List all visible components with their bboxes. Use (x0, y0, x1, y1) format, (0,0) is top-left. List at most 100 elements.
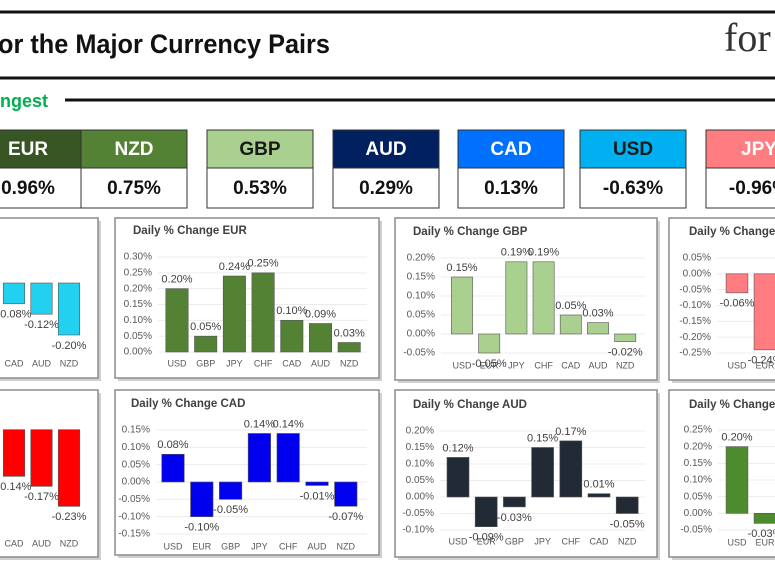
value-label: 0.12% (442, 442, 473, 454)
currency-value-box (705, 167, 775, 209)
category-label: USD (167, 358, 187, 368)
y-tick-label: 0.05% (684, 491, 712, 502)
category-label: CAD (561, 360, 581, 370)
category-label: JPY (226, 358, 243, 368)
bar (57, 429, 81, 507)
y-tick-label: -0.10% (118, 511, 150, 522)
y-tick-label: 0.10% (406, 459, 434, 470)
category-label: EUR (192, 541, 212, 551)
bar (725, 446, 749, 514)
category-label: NZD (616, 360, 635, 370)
category-label: NZD (60, 358, 79, 368)
category-label: EUR (480, 360, 500, 370)
category-label: CAD (4, 538, 24, 548)
category-label: USD (452, 360, 472, 370)
y-tick-label: 0.00% (406, 492, 434, 503)
value-label: -0.17% (24, 491, 59, 503)
currency-name: CAD (490, 139, 531, 160)
currency-change: -0.63% (603, 178, 663, 199)
value-label: -0.24% (748, 355, 775, 367)
y-tick-label: 0.30% (124, 252, 152, 263)
y-tick-label: 0.20% (406, 426, 434, 437)
category-label: CHF (534, 360, 553, 370)
y-tick-label: 0.00% (124, 347, 152, 358)
chart-title: Daily % Change CAD (131, 398, 245, 410)
y-tick-label: 0.15% (124, 299, 152, 310)
currency-value-box (457, 167, 565, 209)
y-tick-label: 0.15% (122, 425, 150, 436)
value-label: -0.05% (610, 518, 645, 530)
value-label: -0.03% (748, 528, 775, 540)
bar (503, 496, 526, 508)
category-label: AUD (32, 358, 52, 368)
value-label: -0.14% (0, 481, 32, 493)
value-label: 0.08% (157, 439, 188, 451)
y-tick-label: -0.05% (679, 284, 711, 295)
currency-name: JPY (741, 139, 775, 160)
category-label: NZD (340, 358, 359, 368)
value-label: -0.06% (720, 298, 755, 310)
y-tick-label: -0.20% (679, 332, 711, 343)
y-tick-label: -0.05% (680, 525, 712, 536)
bar (222, 275, 246, 353)
bar (30, 429, 53, 487)
value-label: -0.12% (24, 319, 59, 331)
currency-name: NZD (114, 139, 153, 160)
bar (753, 273, 775, 351)
category-label: JPY (534, 536, 551, 546)
bar (474, 496, 498, 528)
bar (30, 282, 53, 315)
value-label: 0.15% (527, 432, 558, 444)
category-label: CAD (589, 536, 609, 546)
currency-name: USD (613, 139, 653, 160)
bar (305, 481, 329, 486)
y-tick-label: -0.10% (402, 525, 434, 536)
currency-value-box (80, 167, 188, 209)
category-label: NZD (60, 538, 79, 548)
category-label: NZD (337, 541, 356, 551)
chart-title: Daily % Change NZD (689, 399, 775, 411)
bar (276, 433, 300, 483)
value-label: 0.14% (244, 418, 275, 430)
bar (247, 433, 271, 483)
logo: for (724, 15, 771, 60)
y-tick-label: 0.15% (407, 272, 435, 283)
y-tick-label: -0.15% (679, 316, 711, 327)
bar (559, 440, 583, 498)
currency-change: 0.53% (233, 178, 287, 199)
chart-title: Daily % Change JPY (689, 226, 775, 238)
page-title: or the Major Currency Pairs (0, 29, 330, 59)
category-label: CHF (279, 541, 298, 551)
y-tick-label: 0.05% (124, 331, 152, 342)
y-tick-label: -0.10% (679, 300, 711, 311)
currency-change: 0.96% (1, 178, 55, 199)
y-tick-label: 0.05% (407, 310, 435, 321)
currency-name: GBP (239, 139, 281, 160)
category-label: AUD (311, 358, 331, 368)
chart-title: Daily % Change AUD (413, 399, 527, 411)
bar (280, 320, 304, 353)
chart-title: Daily % Change EUR (133, 225, 247, 237)
currency-header (206, 129, 314, 169)
bar (615, 496, 639, 514)
y-tick-label: 0.10% (684, 475, 712, 486)
value-label: -0.05% (472, 358, 507, 370)
bar (165, 288, 189, 353)
y-tick-label: -0.05% (402, 508, 434, 519)
category-label: NZD (618, 536, 637, 546)
currency-change: -0.96% (729, 178, 775, 199)
value-label: -0.07% (328, 511, 363, 523)
currency-name: EUR (8, 139, 48, 160)
category-label: EUR (477, 536, 497, 546)
bar (587, 322, 609, 335)
value-label: -0.08% (0, 309, 32, 321)
chart-panel (668, 389, 775, 558)
category-label: USD (448, 536, 468, 546)
y-tick-label: 0.05% (122, 459, 150, 470)
value-label: 0.10% (276, 305, 307, 317)
value-label: -0.05% (213, 504, 248, 516)
category-label: USD (163, 541, 183, 551)
y-tick-label: -0.25% (679, 348, 711, 359)
